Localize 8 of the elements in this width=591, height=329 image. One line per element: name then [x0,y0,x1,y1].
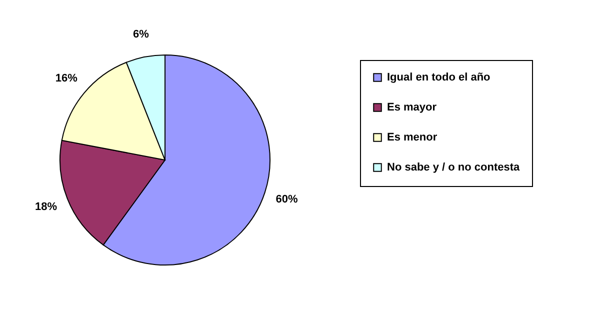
legend-label: Igual en todo el año [387,72,491,84]
data-label: 18% [34,201,58,214]
data-label: 6% [133,28,150,40]
data-label: 16% [55,72,78,84]
legend-label: Es mayor [387,102,438,114]
data-label: 60% [276,194,298,206]
legend-label: No sabe y / o no contesta [387,162,521,174]
legend-label: Es menor [387,132,438,144]
